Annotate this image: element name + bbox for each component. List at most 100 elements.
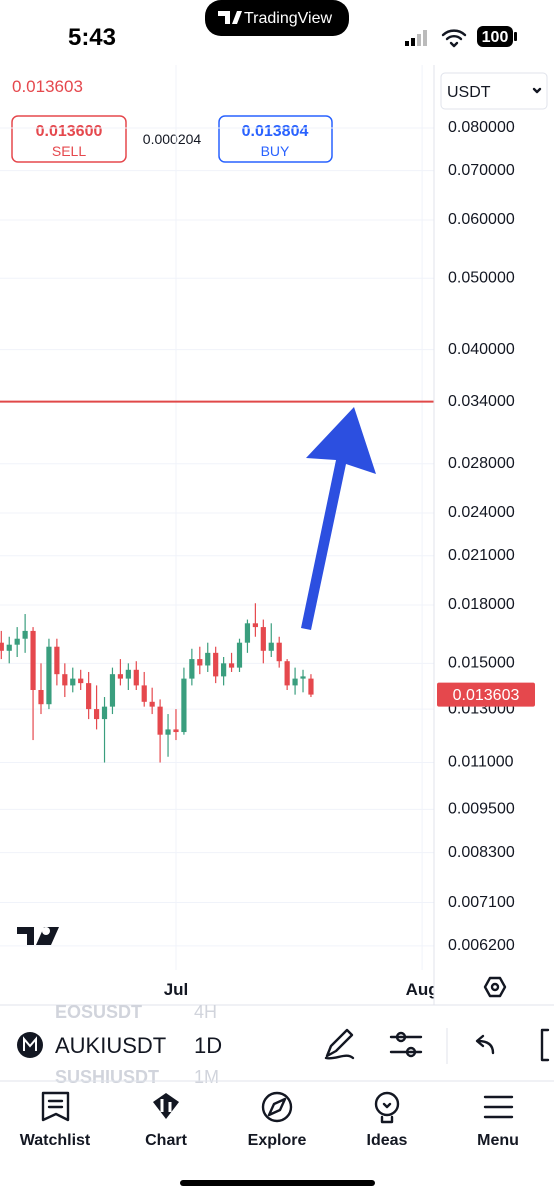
x-tick-label: Jul (164, 980, 189, 999)
price-axis: 0.080000 0.070000 0.060000 0.050000 0.040000… (437, 119, 535, 954)
y-tick-label: 0.060000 (448, 211, 515, 228)
candle-body (292, 678, 298, 686)
dropdown-caret (532, 87, 542, 94)
chart-icon[interactable] (153, 1093, 179, 1119)
buy-label: BUY (261, 143, 290, 159)
app-title: TradingView (244, 10, 332, 27)
indicators-knob (405, 1046, 417, 1058)
last-price-top: 0.013603 (12, 77, 83, 96)
home-indicator (180, 1180, 375, 1186)
currency-select[interactable] (440, 72, 548, 110)
tab-labels: Watchlist Chart Explore Ideas Menu (20, 1132, 519, 1149)
y-tick-label: 0.028000 (448, 455, 515, 472)
picker-ghost: EOSUSDT (55, 1002, 142, 1022)
draw-tool[interactable] (324, 1028, 355, 1060)
battery-cap (514, 32, 517, 41)
y-tick-label: 0.011000 (448, 754, 514, 771)
y-tick-label: 0.040000 (448, 341, 515, 358)
picker-ghost: 1M (194, 1067, 219, 1087)
tab-label: Chart (145, 1132, 187, 1149)
indicators-tool[interactable] (389, 1035, 423, 1054)
status-time: 5:43 (68, 24, 116, 51)
candle-body (205, 652, 211, 666)
watchlist-icon[interactable] (41, 1091, 70, 1122)
candle-body (165, 729, 171, 735)
tab-label: Menu (477, 1132, 519, 1149)
candle-body (276, 642, 282, 662)
candle-body (62, 674, 68, 686)
currency-label: USDT (447, 84, 491, 101)
y-tick-label: 0.007100 (448, 894, 515, 911)
candle-body (141, 685, 147, 702)
app-logo (218, 11, 242, 24)
undo-button[interactable] (475, 1034, 495, 1055)
menu-icon[interactable] (483, 1095, 514, 1119)
candle-body (173, 729, 179, 733)
candle-body (46, 646, 52, 705)
settings-button[interactable] (483, 976, 507, 998)
y-tick-label: 0.008300 (448, 844, 515, 861)
y-tick-label: 0.024000 (448, 504, 515, 521)
candle-body (133, 669, 139, 686)
candle-body (30, 630, 36, 690)
candle-body (181, 678, 187, 733)
y-tick-label: 0.050000 (448, 269, 515, 286)
candle-body (228, 663, 235, 668)
candle-body (86, 683, 92, 710)
candle-body (189, 659, 195, 679)
candle-body (149, 701, 155, 707)
candle-body (109, 674, 116, 707)
y-tick-label: 0.034000 (448, 393, 515, 410)
tab-label: Watchlist (20, 1132, 91, 1149)
battery (477, 26, 513, 47)
ideas-icon[interactable] (374, 1091, 400, 1117)
candle-body (22, 630, 28, 639)
candle-body (93, 709, 100, 720)
candle-body (284, 661, 290, 686)
watermark-logo (17, 927, 59, 945)
y-tick-label: 0.021000 (448, 547, 515, 564)
picker-mask (0, 1024, 320, 1066)
symbol[interactable]: AUKIUSDT (55, 1033, 166, 1058)
candle-body (54, 646, 60, 675)
watermark-dot (42, 927, 50, 935)
interval[interactable]: 1D (194, 1033, 222, 1058)
chart-icon-candles (160, 1099, 172, 1112)
candle-body (78, 678, 84, 684)
candle-body (268, 642, 274, 651)
last-price-label: 0.013603 (453, 687, 520, 704)
y-tick-label: 0.009500 (448, 801, 515, 818)
candle-body (38, 689, 44, 705)
y-tick-label: 0.015000 (448, 655, 515, 672)
picker-ghost: 4H (194, 1002, 217, 1022)
candle-body (117, 674, 123, 679)
settings-dot (490, 982, 500, 992)
candle-body (197, 659, 203, 666)
indicators-knob (395, 1031, 407, 1043)
candle-body (260, 627, 266, 651)
sell-label: SELL (52, 143, 86, 159)
candle-body (236, 642, 243, 668)
fullscreen-button[interactable] (540, 1028, 550, 1062)
candle-body (70, 678, 76, 686)
candle-body (252, 623, 258, 628)
y-tick-label: 0.018000 (448, 596, 515, 613)
candle-body (125, 669, 131, 679)
explore-icon[interactable] (261, 1091, 293, 1123)
annotation-arrow (301, 407, 376, 630)
ideas-bulb (380, 1102, 394, 1124)
battery-level: 100 (482, 29, 509, 46)
candle-body (6, 644, 12, 651)
y-tick-label: 0.006200 (448, 937, 515, 954)
candle-body (101, 706, 108, 720)
notch (205, 0, 349, 36)
signal-icon (405, 30, 427, 46)
candle-body (300, 676, 306, 679)
tab-label: Explore (248, 1132, 307, 1149)
spread: 0.000204 (143, 131, 202, 147)
last-price-tag (437, 682, 535, 707)
sell-price: 0.013600 (36, 123, 103, 140)
picker-ghost: SUSHIUSDT (55, 1067, 159, 1087)
tab-label: Ideas (367, 1132, 408, 1149)
